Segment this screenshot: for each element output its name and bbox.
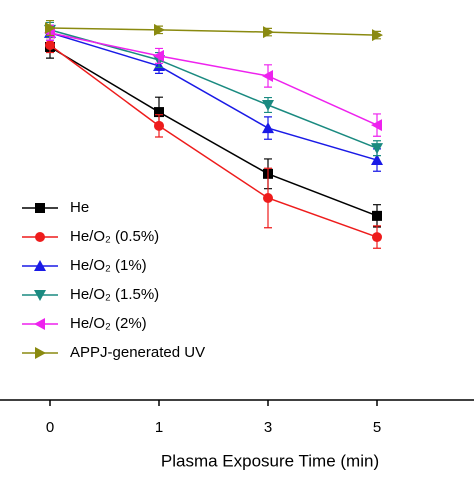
legend-label: He xyxy=(70,199,89,216)
legend-marker xyxy=(35,232,45,242)
legend-marker xyxy=(34,318,45,330)
data-point xyxy=(262,122,274,134)
data-point xyxy=(371,143,383,155)
x-tick-label: 3 xyxy=(264,419,272,436)
data-point xyxy=(371,154,383,166)
legend-label: He/O₂ (2%) xyxy=(70,315,147,332)
data-point xyxy=(45,22,56,34)
legend-marker xyxy=(34,260,46,271)
series-line xyxy=(49,46,378,217)
data-point xyxy=(45,40,55,51)
data-point xyxy=(263,26,274,39)
legend-label: He/O₂ (0.5%) xyxy=(70,228,159,245)
legend-label: He/O₂ (1.5%) xyxy=(70,286,159,303)
data-point xyxy=(153,49,164,62)
data-point xyxy=(371,119,382,132)
legend-marker xyxy=(35,203,45,213)
data-point xyxy=(154,107,164,118)
x-tick-label: 1 xyxy=(155,419,163,436)
series-line xyxy=(49,44,378,238)
data-point xyxy=(372,232,382,243)
data-point xyxy=(372,29,383,42)
series-line xyxy=(49,32,378,161)
data-point xyxy=(154,23,165,36)
data-point xyxy=(263,193,273,204)
data-point xyxy=(262,69,273,82)
legend-label: APPJ-generated UV xyxy=(70,344,205,361)
data-point xyxy=(262,100,274,112)
x-axis-title: Plasma Exposure Time (min) xyxy=(161,451,379,470)
legend-marker xyxy=(35,347,46,359)
data-point xyxy=(372,210,382,221)
data-point xyxy=(154,120,164,131)
series-line xyxy=(49,32,378,126)
x-tick-label: 5 xyxy=(373,419,381,436)
x-tick-label: 0 xyxy=(46,419,54,436)
series-line xyxy=(49,27,378,36)
legend-label: He/O₂ (1%) xyxy=(70,257,147,274)
legend-marker xyxy=(34,290,46,301)
